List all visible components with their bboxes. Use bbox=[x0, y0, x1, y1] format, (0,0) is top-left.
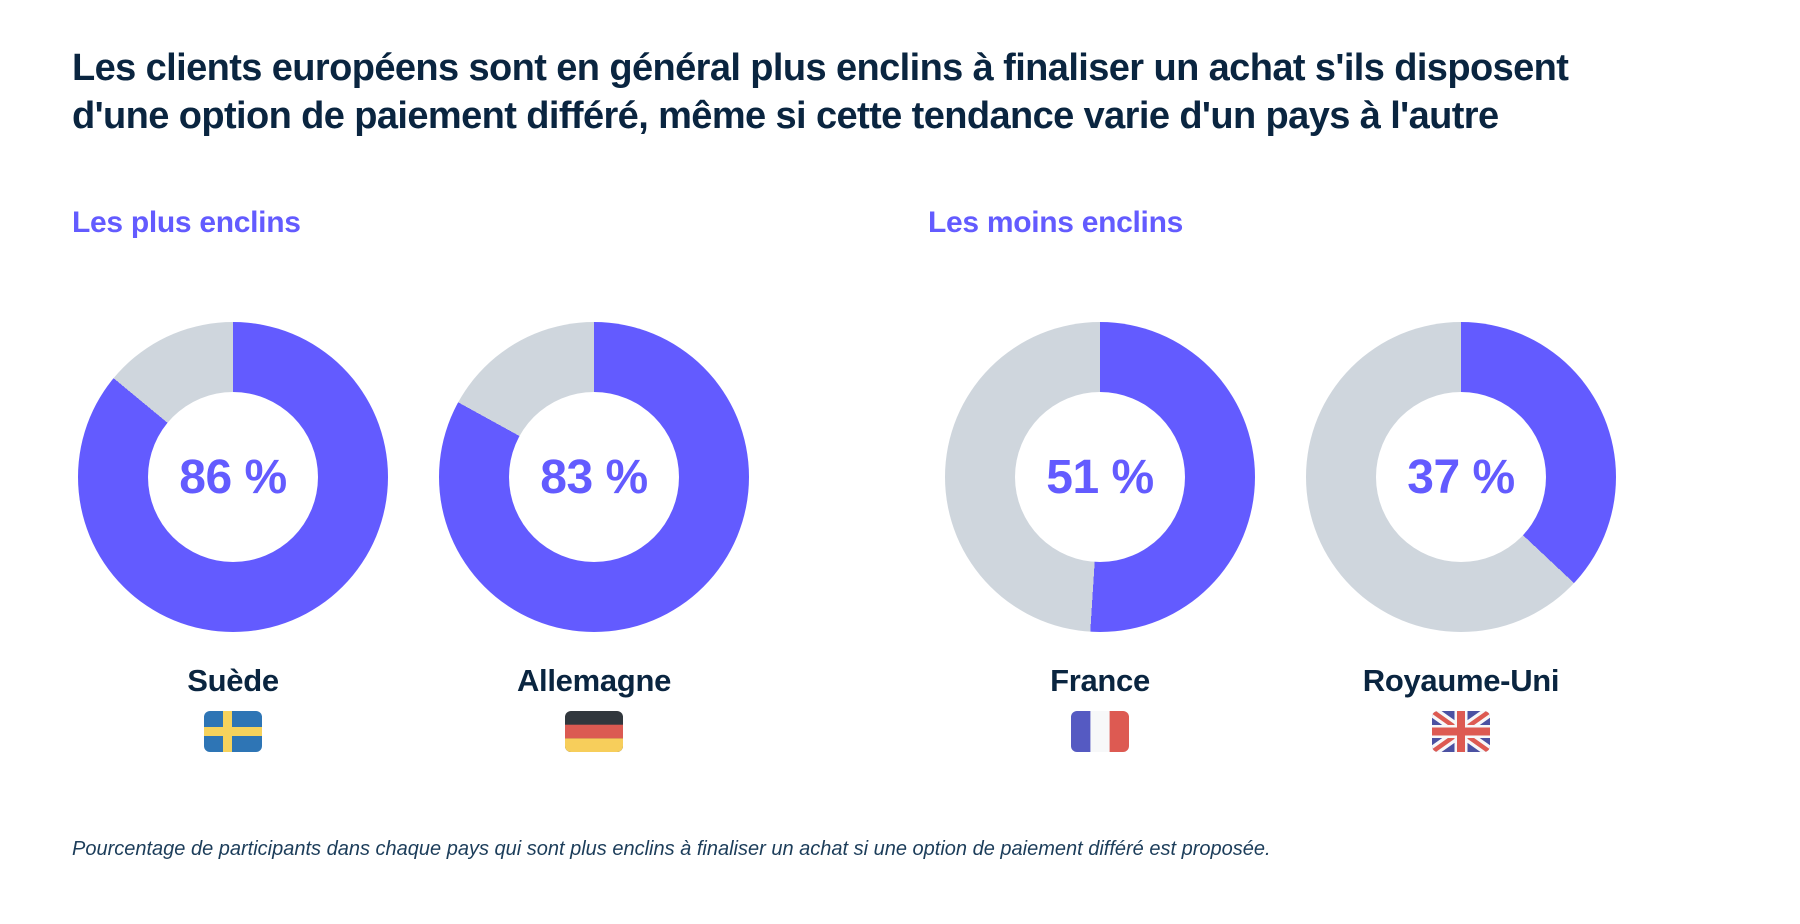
charts-row-least-inclined: 51 % France 37 % R bbox=[945, 322, 1616, 752]
france-flag-icon bbox=[1071, 711, 1129, 752]
donut-ring-united-kingdom: 37 % bbox=[1306, 322, 1616, 632]
donut-cell-france: 51 % France bbox=[945, 322, 1255, 752]
donut-cell-germany: 83 % Allemagne bbox=[439, 322, 749, 752]
donut-value-sweden: 86 % bbox=[179, 450, 287, 504]
donut-cell-united-kingdom: 37 % Royaume-Uni bbox=[1306, 322, 1616, 752]
donut-ring-germany: 83 % bbox=[439, 322, 749, 632]
country-label-france: France bbox=[1050, 663, 1150, 698]
page-title: Les clients européens sont en général pl… bbox=[72, 44, 1569, 140]
donut-hole-united-kingdom: 37 % bbox=[1376, 392, 1546, 562]
donut-value-united-kingdom: 37 % bbox=[1407, 450, 1515, 504]
donut-cell-sweden: 86 % Suède bbox=[78, 322, 388, 752]
title-line-1: Les clients européens sont en général pl… bbox=[72, 47, 1569, 89]
group-most-inclined: Les plus enclins 86 % Suède bbox=[72, 205, 749, 752]
donut-hole-france: 51 % bbox=[1015, 392, 1185, 562]
country-label-sweden: Suède bbox=[187, 663, 279, 698]
donut-ring-sweden: 86 % bbox=[78, 322, 388, 632]
donut-ring-france: 51 % bbox=[945, 322, 1255, 632]
footnote: Pourcentage de participants dans chaque … bbox=[72, 838, 1271, 860]
group-least-inclined: Les moins enclins 51 % France bbox=[928, 205, 1616, 752]
united-kingdom-flag-icon bbox=[1432, 711, 1490, 752]
country-label-united-kingdom: Royaume-Uni bbox=[1362, 663, 1560, 698]
donut-value-germany: 83 % bbox=[540, 450, 648, 504]
donut-hole-germany: 83 % bbox=[509, 392, 679, 562]
donut-hole-sweden: 86 % bbox=[148, 392, 318, 562]
charts-row-most-inclined: 86 % Suède 83 % Al bbox=[78, 322, 749, 752]
country-label-germany: Allemagne bbox=[516, 663, 672, 698]
sweden-flag-icon bbox=[204, 711, 262, 752]
group-header-least-inclined: Les moins enclins bbox=[928, 206, 1183, 239]
donut-value-france: 51 % bbox=[1046, 450, 1154, 504]
title-line-2: d'une option de paiement différé, même s… bbox=[72, 95, 1499, 137]
germany-flag-icon bbox=[565, 711, 623, 752]
group-header-most-inclined: Les plus enclins bbox=[72, 206, 301, 239]
